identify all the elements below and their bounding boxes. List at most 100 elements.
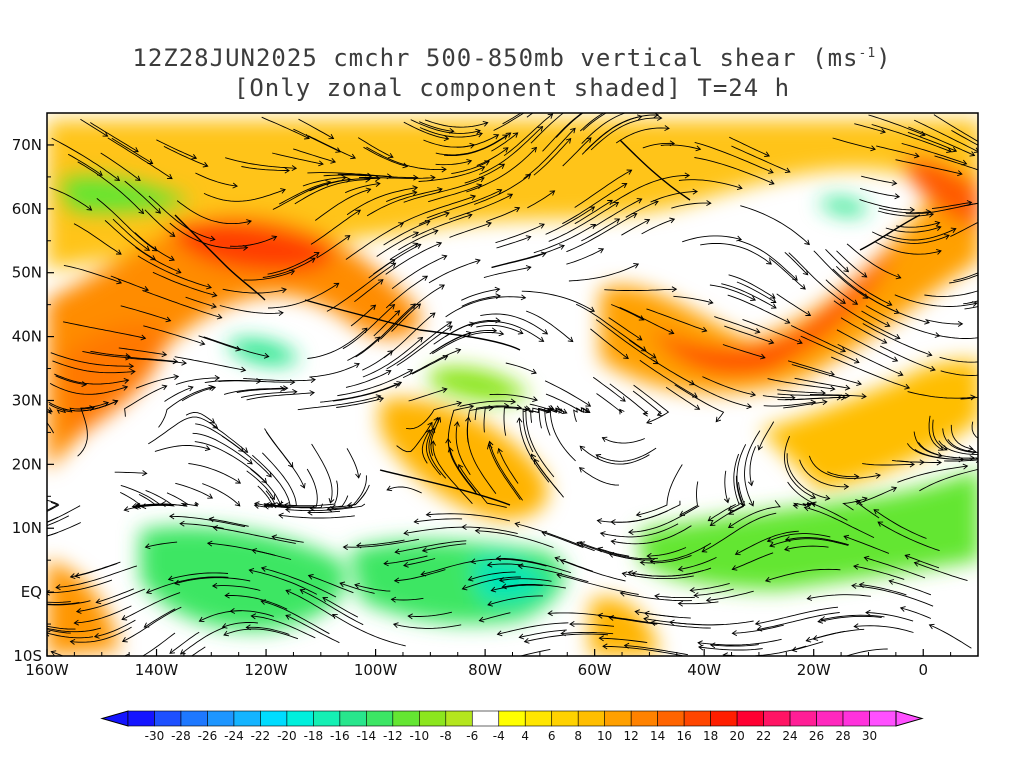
streamline — [491, 252, 546, 269]
streamline-arrow — [251, 548, 258, 554]
streamline — [846, 243, 901, 279]
streamline-arrow — [394, 548, 401, 555]
streamline-arrow — [764, 576, 771, 583]
streamline — [561, 631, 614, 635]
lon-label: 40W — [687, 661, 721, 679]
streamline — [432, 441, 473, 505]
colorbar-swatch — [630, 710, 658, 727]
streamline — [459, 400, 516, 407]
streamline-arrow — [567, 336, 574, 343]
streamline-arrow — [764, 151, 771, 157]
streamline-arrow — [375, 181, 381, 188]
streamline — [120, 305, 171, 322]
streamline — [724, 325, 774, 344]
streamline-arrow — [523, 637, 530, 644]
streamline — [877, 210, 934, 217]
streamline — [491, 245, 565, 268]
streamline — [549, 407, 576, 462]
streamline — [784, 251, 809, 276]
streamline-arrow — [307, 574, 314, 580]
streamline — [386, 486, 422, 494]
streamline — [949, 274, 978, 284]
streamline — [763, 401, 816, 407]
streamline — [188, 463, 241, 484]
streamline — [461, 288, 500, 301]
streamline — [194, 441, 267, 484]
streamline-arrow — [209, 235, 216, 242]
streamline — [272, 536, 304, 543]
streamline — [835, 265, 892, 306]
streamline-arrow — [747, 480, 754, 487]
streamline-arrow — [427, 421, 433, 428]
streamline-arrow — [456, 400, 463, 407]
streamline — [538, 407, 551, 429]
streamline-arrow — [383, 560, 389, 567]
streamline-arrow — [169, 648, 176, 654]
streamline-arrow — [991, 147, 996, 151]
streamline — [525, 407, 555, 478]
streamline — [252, 549, 292, 560]
title-suffix: ) — [876, 44, 892, 72]
streamline — [523, 128, 576, 179]
streamline — [180, 626, 226, 655]
streamline — [518, 565, 589, 583]
streamline-arrow — [969, 151, 976, 157]
streamline — [641, 218, 675, 235]
streamline — [362, 337, 423, 378]
streamline-arrow — [121, 615, 128, 621]
streamline — [933, 114, 978, 142]
streamline — [611, 304, 645, 321]
streamline — [914, 449, 978, 460]
streamline — [195, 172, 238, 187]
streamline-arrow — [919, 131, 926, 137]
streamline — [82, 350, 131, 359]
streamline-arrow — [211, 302, 217, 309]
streamline-arrow — [810, 399, 817, 406]
streamline-arrow — [982, 270, 987, 275]
streamline-arrow — [350, 153, 357, 160]
streamline — [326, 262, 396, 312]
streamline — [246, 626, 290, 635]
streamline-arrow — [754, 620, 761, 627]
streamline-arrow — [112, 399, 119, 406]
streamline — [488, 444, 521, 500]
streamline — [385, 242, 442, 275]
streamline-arrow — [784, 545, 790, 552]
streamline-arrow — [4, 593, 9, 598]
streamline-arrow — [412, 242, 419, 248]
streamline-arrow — [844, 384, 851, 391]
streamline-arrow — [653, 200, 659, 206]
streamline — [396, 422, 433, 453]
streamline — [787, 360, 835, 376]
streamline-arrow — [585, 401, 592, 407]
streamline — [889, 580, 932, 596]
streamline-arrow — [715, 416, 722, 423]
streamline — [426, 513, 511, 522]
shear-shading-positive — [47, 120, 978, 656]
streamline — [486, 207, 520, 222]
streamline — [293, 128, 341, 153]
streamline — [148, 416, 218, 445]
streamline-arrow — [633, 263, 640, 269]
streamline — [363, 146, 408, 167]
colorbar-swatch — [869, 710, 897, 727]
streamline-arrow — [853, 563, 859, 570]
streamline-arrow — [599, 531, 606, 537]
streamline — [548, 202, 619, 242]
streamline — [414, 518, 463, 523]
streamline — [449, 222, 492, 238]
streamline — [615, 127, 670, 144]
streamline — [114, 471, 147, 474]
streamline — [894, 294, 978, 307]
streamline-arrow — [260, 566, 267, 572]
latitude-axis: 70N 60N 50N 40N 30N 20N 10N EQ 10S — [12, 112, 54, 665]
streamline-arrow — [441, 166, 447, 173]
streamline — [732, 624, 784, 634]
streamline-arrow — [169, 513, 175, 520]
streamline-arrow — [166, 173, 173, 180]
streamline-arrow — [140, 334, 147, 341]
streamline — [929, 624, 972, 649]
streamline — [698, 646, 763, 651]
streamline-arrow — [465, 330, 472, 337]
streamline-arrow — [969, 455, 976, 462]
